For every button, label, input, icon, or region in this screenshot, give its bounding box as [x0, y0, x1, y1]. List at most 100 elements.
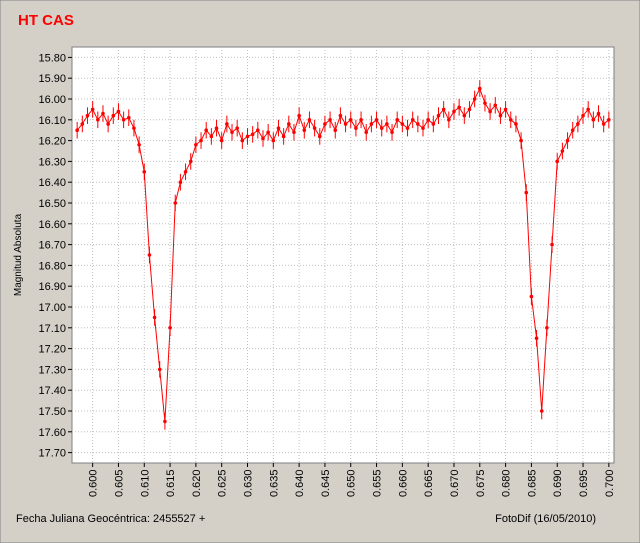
data-line: [76, 87, 610, 422]
data-point: [400, 122, 405, 126]
data-point: [281, 134, 286, 139]
y-tick-label: 17.30: [38, 364, 66, 376]
data-point: [121, 118, 126, 122]
data-point: [390, 130, 394, 135]
y-tick-label: 16.60: [38, 219, 66, 231]
y-tick-label: 16.10: [38, 115, 66, 127]
x-tick-label: 0.685: [526, 469, 538, 497]
data-point: [147, 253, 152, 257]
y-tick-label: 16.30: [38, 156, 66, 168]
data-point: [111, 113, 116, 118]
data-point: [245, 134, 250, 139]
data-point: [137, 142, 141, 147]
data-point: [364, 130, 369, 135]
y-tick-label: 16.90: [38, 281, 66, 293]
data-point: [550, 242, 554, 247]
x-tick-label: 0.645: [320, 469, 332, 497]
data-point: [503, 107, 508, 112]
data-point: [348, 118, 353, 122]
credit: FotoDif (16/05/2010): [495, 513, 596, 525]
data-point: [90, 107, 95, 112]
x-tick-label: 0.695: [578, 469, 590, 497]
data-point: [333, 128, 338, 132]
x-tick-label: 0.620: [191, 469, 203, 497]
x-tick-label: 0.650: [346, 469, 358, 497]
data-point: [395, 118, 400, 122]
data-point: [421, 126, 425, 130]
data-point: [581, 113, 585, 118]
y-tick-label: 17.50: [38, 406, 66, 418]
data-point: [188, 159, 193, 164]
x-tick-label: 0.670: [449, 469, 461, 497]
y-tick-label: 15.80: [38, 52, 66, 64]
data-point: [524, 190, 529, 195]
data-point: [591, 118, 596, 122]
data-point: [235, 126, 239, 130]
data-point: [75, 128, 79, 132]
data-point: [576, 122, 580, 126]
data-point: [101, 111, 105, 116]
data-point: [508, 118, 513, 122]
chart-title: HT CAS: [18, 12, 74, 29]
data-point: [545, 326, 549, 330]
x-tick-label: 0.630: [243, 469, 255, 497]
y-tick-label: 17.20: [38, 344, 66, 356]
y-tick-label: 16.50: [38, 198, 66, 210]
data-point: [287, 122, 291, 126]
data-point: [596, 111, 601, 116]
data-point: [410, 118, 415, 122]
data-point: [431, 122, 436, 126]
data-point: [194, 142, 198, 147]
y-tick-label: 17.60: [38, 427, 66, 439]
y-tick-label: 15.90: [38, 73, 66, 85]
data-point: [441, 107, 446, 112]
y-tick-label: 17.40: [38, 385, 66, 397]
data-point: [256, 128, 260, 132]
x-tick-label: 0.660: [397, 469, 409, 497]
x-tick-label: 0.635: [268, 469, 280, 497]
data-point: [514, 122, 518, 126]
x-tick-label: 0.605: [113, 469, 125, 497]
y-tick-label: 16.00: [38, 94, 66, 106]
x-tick-label: 0.610: [139, 469, 151, 497]
y-tick-label: 16.80: [38, 260, 66, 272]
data-point: [586, 107, 590, 112]
data-point: [477, 86, 482, 91]
data-point: [483, 101, 487, 105]
x-tick-label: 0.615: [165, 469, 177, 497]
data-point: [142, 170, 147, 174]
x-tick-label: 0.640: [294, 469, 306, 497]
data-point: [385, 122, 389, 126]
data-point: [152, 315, 157, 320]
data-point: [328, 118, 332, 122]
data-point: [199, 138, 203, 143]
data-point: [457, 105, 461, 110]
data-point: [163, 419, 167, 424]
data-point: [359, 118, 363, 122]
x-tick-label: 0.700: [604, 469, 616, 497]
data-point: [297, 113, 301, 118]
data-point: [379, 126, 384, 130]
data-point: [240, 138, 245, 143]
data-point: [374, 118, 379, 122]
data-point: [565, 138, 570, 143]
data-point: [106, 122, 110, 126]
data-point: [405, 126, 410, 130]
data-point: [183, 170, 188, 174]
data-point: [452, 109, 456, 114]
data-point: [343, 122, 348, 126]
data-point: [560, 149, 565, 153]
data-point: [534, 336, 539, 341]
y-tick-label: 17.70: [38, 448, 66, 460]
data-point: [214, 126, 219, 130]
data-point: [292, 130, 296, 135]
data-point: [467, 107, 472, 112]
data-point: [271, 138, 276, 143]
data-point: [116, 109, 121, 114]
data-point: [369, 122, 374, 126]
data-point: [157, 367, 162, 372]
y-axis-label: Magnitud Absoluta: [13, 213, 24, 296]
data-point: [302, 128, 307, 132]
data-point: [601, 122, 606, 126]
